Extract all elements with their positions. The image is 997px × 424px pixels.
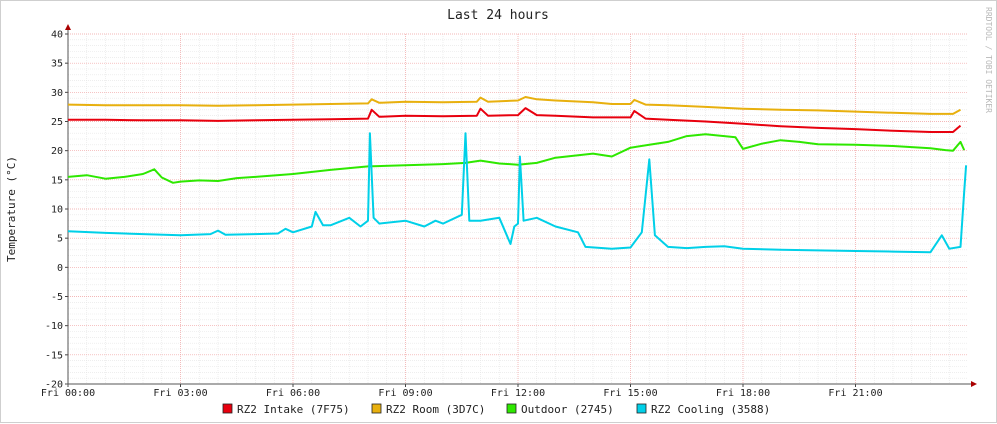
y-tick-label: -20 — [45, 380, 63, 391]
x-tick-label: Fri 15:00 — [603, 388, 657, 399]
series-line-1 — [67, 96, 961, 115]
y-tick-label: 30 — [51, 88, 63, 99]
y-tick-label: 10 — [51, 205, 63, 216]
x-tick-label: Fri 06:00 — [266, 388, 320, 399]
rrdtool-watermark: RRDTOOL / TOBI OETIKER — [984, 7, 993, 113]
legend-label-1: RZ2 Room (3D7C) — [386, 403, 485, 416]
legend-swatch-2 — [506, 403, 517, 414]
x-tick-label: Fri 18:00 — [716, 388, 770, 399]
y-axis-label: Temperature (°C) — [5, 156, 18, 262]
legend-swatch-3 — [636, 403, 647, 414]
x-tick-label: Fri 03:00 — [153, 388, 207, 399]
legend-swatch-1 — [371, 403, 382, 414]
x-tick-label: Fri 21:00 — [828, 388, 882, 399]
y-axis-arrow — [65, 24, 71, 30]
x-tick-label: Fri 00:00 — [41, 388, 95, 399]
chart-title: Last 24 hours — [447, 8, 549, 23]
x-axis-arrow — [971, 381, 977, 387]
y-tick-label: 40 — [51, 30, 63, 41]
y-tick-label: 20 — [51, 146, 63, 157]
y-tick-label: 5 — [57, 234, 63, 245]
x-tick-label: Fri 09:00 — [378, 388, 432, 399]
x-tick-label: Fri 12:00 — [491, 388, 545, 399]
y-tick-label: 15 — [51, 175, 63, 186]
series-line-3 — [67, 132, 968, 254]
y-tick-label: -15 — [45, 350, 63, 361]
legend-label-3: RZ2 Cooling (3588) — [651, 403, 770, 416]
legend-label-0: RZ2 Intake (7F75) — [237, 403, 350, 416]
legend-label-2: Outdoor (2745) — [521, 403, 614, 416]
y-tick-label: 35 — [51, 59, 63, 70]
y-tick-label: -5 — [51, 292, 63, 303]
series-line-2 — [67, 133, 966, 184]
legend: RZ2 Intake (7F75) RZ2 Room (3D7C) Outdoor … — [222, 403, 770, 416]
series-line-0 — [68, 107, 962, 133]
y-tick-label: -10 — [45, 321, 63, 332]
y-tick-label: 0 — [57, 263, 63, 274]
legend-swatch-0 — [222, 403, 233, 414]
y-tick-label: 25 — [51, 117, 63, 128]
series-lines — [67, 96, 968, 254]
